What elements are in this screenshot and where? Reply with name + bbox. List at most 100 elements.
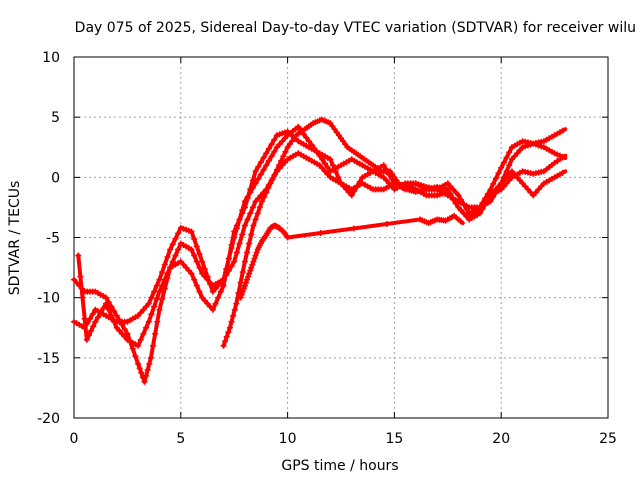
data-point-marker — [317, 229, 324, 236]
data-point-marker — [333, 129, 340, 136]
data-point-marker — [490, 180, 497, 187]
data-point-marker — [511, 153, 518, 160]
data-point-marker — [251, 255, 258, 262]
data-point-marker — [247, 186, 254, 193]
data-point-marker — [508, 156, 515, 163]
data-point-marker — [288, 138, 295, 145]
data-point-marker — [492, 175, 499, 182]
data-point-marker — [522, 183, 529, 190]
data-point-marker — [331, 126, 338, 133]
data-point-marker — [175, 246, 182, 253]
data-point-marker — [282, 148, 289, 155]
data-point-marker — [490, 189, 497, 196]
data-point-marker — [450, 186, 457, 193]
data-point-marker — [386, 180, 393, 187]
data-point-marker — [263, 189, 270, 196]
data-point-marker — [252, 168, 259, 175]
data-point-marker — [119, 330, 126, 337]
data-point-marker — [503, 154, 510, 161]
data-point-marker — [258, 198, 265, 205]
data-point-marker — [514, 150, 521, 157]
data-point-marker — [450, 195, 457, 202]
data-point-marker — [212, 285, 219, 292]
data-point-marker — [265, 184, 272, 191]
data-point-marker — [92, 318, 99, 325]
data-point-marker — [239, 269, 246, 276]
data-point-marker — [487, 192, 494, 199]
data-point-marker — [135, 360, 142, 367]
data-point-marker — [444, 180, 451, 187]
data-point-marker — [340, 138, 347, 145]
data-point-marker — [460, 201, 467, 208]
data-point-marker — [244, 195, 251, 202]
data-point-marker — [524, 186, 531, 193]
data-point-marker — [152, 330, 159, 337]
data-point-marker — [383, 220, 390, 227]
data-point-marker — [273, 144, 280, 151]
data-point-marker — [246, 240, 253, 247]
data-point-marker — [495, 170, 502, 177]
data-point-marker — [380, 162, 387, 169]
data-point-marker — [90, 323, 97, 330]
data-point-marker — [244, 276, 251, 283]
data-point-marker — [193, 282, 200, 289]
data-point-marker — [77, 273, 84, 280]
data-point-marker — [225, 255, 232, 262]
data-point-marker — [532, 189, 539, 196]
data-point-marker — [75, 252, 82, 259]
data-point-marker — [252, 198, 259, 205]
data-point-marker — [387, 168, 394, 175]
data-point-marker — [516, 147, 523, 154]
data-point-marker — [291, 135, 298, 142]
data-point-marker — [255, 175, 262, 182]
data-point-marker — [71, 276, 77, 283]
data-point-marker — [116, 327, 123, 334]
data-point-marker — [239, 210, 246, 217]
data-point-marker — [498, 164, 505, 171]
data-point-marker — [156, 288, 163, 295]
data-point-marker — [100, 305, 107, 312]
data-point-marker — [324, 171, 331, 178]
data-point-marker — [113, 312, 120, 319]
data-point-marker — [538, 183, 545, 190]
data-point-marker — [351, 187, 358, 194]
data-point-marker — [503, 168, 510, 175]
data-point-marker — [506, 149, 513, 156]
data-point-marker — [140, 330, 147, 337]
data-point-marker — [113, 324, 120, 331]
data-point-marker — [316, 162, 323, 169]
data-point-marker — [305, 138, 312, 145]
data-point-marker — [268, 141, 275, 148]
data-point-marker — [457, 218, 464, 225]
data-point-marker — [231, 258, 238, 265]
data-point-marker — [255, 195, 262, 202]
data-point-marker — [188, 246, 195, 253]
data-point-marker — [253, 249, 260, 256]
data-point-marker — [250, 258, 257, 265]
data-point-marker — [281, 159, 288, 166]
data-point-marker — [231, 306, 238, 313]
data-point-marker — [236, 216, 243, 223]
data-point-marker — [135, 342, 142, 349]
data-point-marker — [340, 183, 347, 190]
data-point-marker — [146, 360, 153, 367]
y-tick-label: -5 — [46, 231, 60, 247]
data-point-marker — [228, 242, 235, 249]
data-point-marker — [329, 123, 336, 130]
data-point-marker — [527, 189, 534, 196]
data-point-marker — [237, 294, 244, 301]
data-point-marker — [350, 225, 357, 232]
data-point-marker — [319, 165, 326, 172]
data-point-marker — [193, 243, 200, 250]
data-point-marker — [196, 264, 203, 271]
data-point-marker — [159, 296, 166, 303]
data-point-marker — [199, 258, 206, 265]
data-point-marker — [254, 210, 261, 217]
data-point-marker — [147, 354, 154, 361]
data-point-marker — [284, 234, 291, 241]
data-point-marker — [154, 318, 161, 325]
series-track-5 — [237, 212, 465, 301]
y-tick-label: 10 — [42, 50, 60, 66]
data-point-marker — [191, 236, 198, 243]
data-point-marker — [495, 183, 502, 190]
